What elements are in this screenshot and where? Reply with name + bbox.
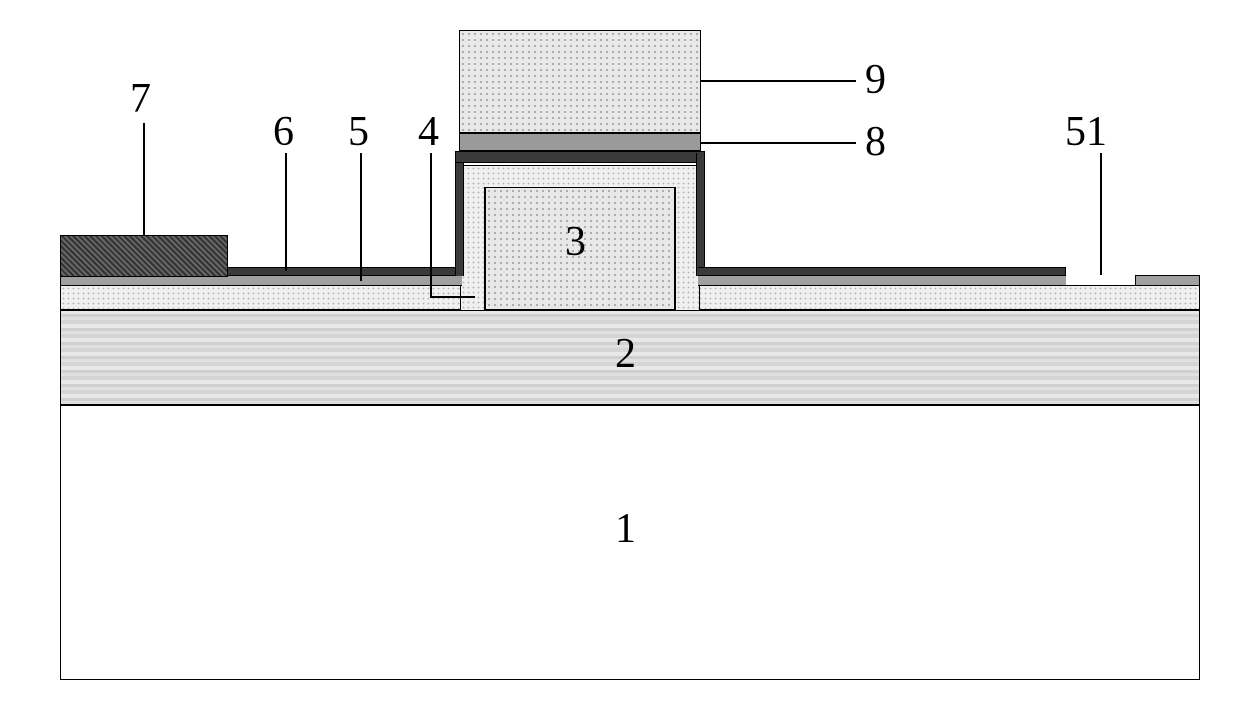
leader-5 <box>360 153 362 281</box>
leader-4-bend <box>430 296 475 298</box>
label-6: 6 <box>273 108 294 156</box>
leader-8 <box>701 142 856 144</box>
label-2: 2 <box>615 330 636 378</box>
leader-4 <box>430 153 432 298</box>
layer-4-flat-right <box>698 285 1200 310</box>
label-51: 51 <box>1065 108 1107 156</box>
leader-51 <box>1100 153 1102 275</box>
label-3: 3 <box>565 218 586 266</box>
label-9: 9 <box>865 56 886 104</box>
layer-6-left <box>227 267 463 276</box>
layer-4-flat-left <box>60 285 462 310</box>
layer-6-upleft <box>455 153 464 276</box>
layer-6-right <box>698 267 1066 276</box>
leader-7 <box>143 123 145 235</box>
layer-4-top <box>460 165 700 187</box>
layer-51 <box>1135 275 1200 286</box>
leader-6 <box>285 153 287 271</box>
layer-6-top <box>455 151 705 163</box>
layer-8 <box>459 133 701 151</box>
label-1: 1 <box>615 505 636 553</box>
cross-section-diagram: 1 2 3 4 5 6 7 8 9 51 <box>60 20 1200 680</box>
label-4: 4 <box>418 108 439 156</box>
layer-6-upright <box>696 153 705 276</box>
leader-9 <box>701 80 856 82</box>
layer-5-right <box>698 275 1066 286</box>
label-7: 7 <box>130 75 151 123</box>
layer-9 <box>459 30 701 133</box>
label-8: 8 <box>865 118 886 166</box>
layer-7 <box>60 235 228 277</box>
label-5: 5 <box>348 108 369 156</box>
